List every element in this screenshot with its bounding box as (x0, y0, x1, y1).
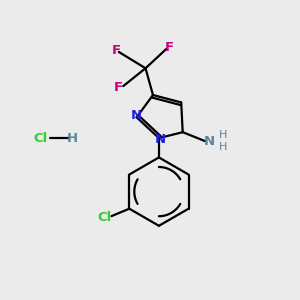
Text: F: F (165, 41, 174, 54)
Text: N: N (155, 133, 166, 146)
Text: H: H (67, 132, 78, 145)
Text: F: F (111, 44, 120, 57)
Text: H: H (219, 142, 227, 152)
Text: F: F (114, 81, 123, 94)
Text: N: N (131, 109, 142, 122)
Text: H: H (219, 130, 227, 140)
Text: Cl: Cl (33, 132, 47, 145)
Text: N: N (204, 135, 215, 148)
Text: Cl: Cl (98, 211, 112, 224)
